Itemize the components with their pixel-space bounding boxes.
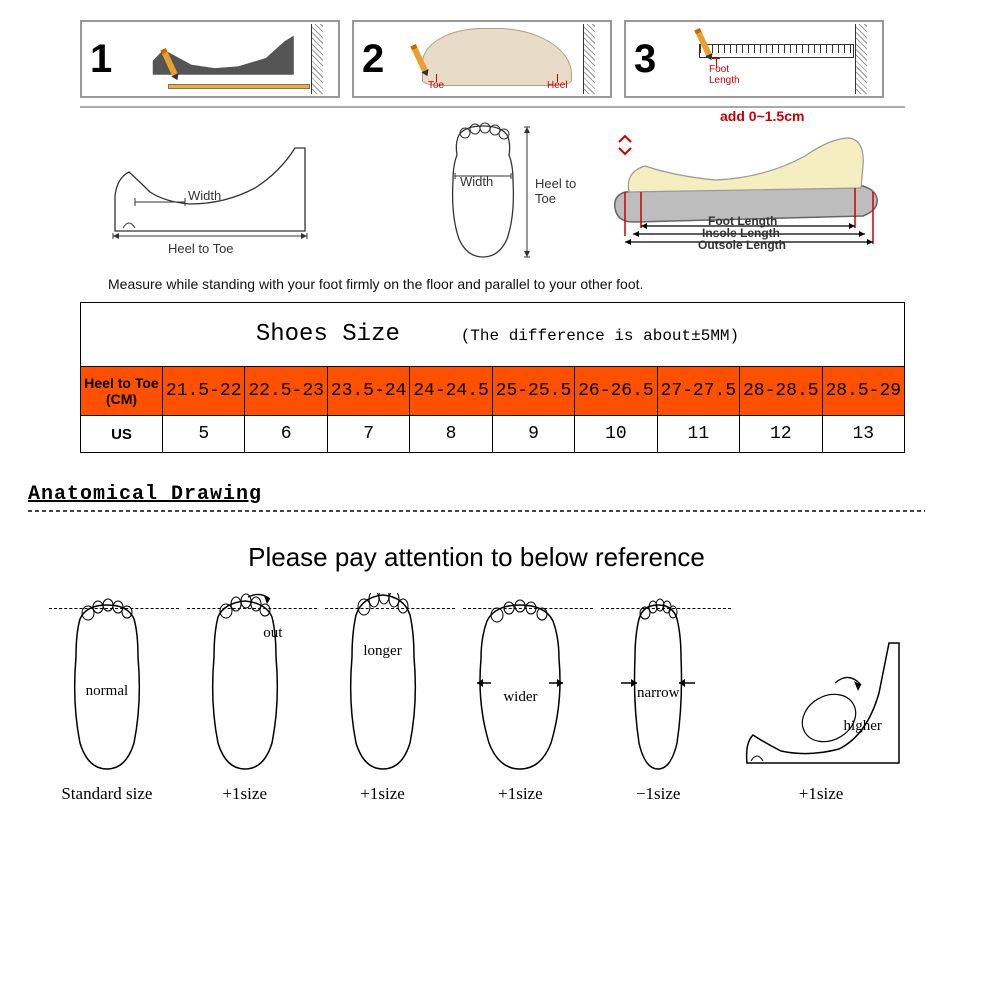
us-cell: 7 xyxy=(327,416,409,453)
add-length-label: add 0~1.5cm xyxy=(720,108,804,124)
wall-icon xyxy=(583,24,595,94)
row-header-cm: Heel to Toe (CM) xyxy=(81,367,163,416)
measure-note: Measure while standing with your foot fi… xyxy=(108,276,905,292)
step-row: 1 2 Toe Heel 3 xyxy=(80,20,905,98)
shoe-diagram: add 0~1.5cm xyxy=(600,116,900,266)
foot-col-out: out +1size xyxy=(177,593,312,804)
ruler-icon xyxy=(699,44,854,58)
foot-label: out xyxy=(263,625,282,642)
foot-outline-icon xyxy=(328,593,438,778)
cm-cell: 24-24.5 xyxy=(410,367,492,416)
mid-diagram-row: Width Heel to Toe xyxy=(80,106,905,270)
foot-label: longer xyxy=(363,643,401,660)
step-2-illus: Toe Heel xyxy=(392,22,610,96)
foot-caption: +1size xyxy=(498,784,543,804)
cm-cell: 27-27.5 xyxy=(657,367,739,416)
step-3-box: 3 Foot Length xyxy=(624,20,884,98)
foot-grid: normal Standard size out +1size xyxy=(28,593,925,804)
foot-col-higher: higher +1size xyxy=(729,623,914,804)
wall-icon xyxy=(311,24,323,94)
foot-label: narrow xyxy=(637,685,679,702)
step-3-num: 3 xyxy=(634,37,664,82)
foot-side-diagram: Width Heel to Toe xyxy=(80,116,360,266)
table-title-cell: Shoes Size (The difference is about±5MM) xyxy=(81,303,905,367)
table-cm-row: Heel to Toe (CM) 21.5-22 22.5-23 23.5-24… xyxy=(81,367,905,416)
step-2-box: 2 Toe Heel xyxy=(352,20,612,98)
foot-outline-icon xyxy=(190,593,300,778)
table-title: Shoes Size xyxy=(246,311,410,358)
row-header-us: US xyxy=(81,416,163,453)
cm-cell: 22.5-23 xyxy=(245,367,327,416)
anatomical-title: Anatomical Drawing xyxy=(28,483,925,506)
foot-top-icon xyxy=(422,28,572,86)
cm-cell: 28.5-29 xyxy=(822,367,905,416)
foot-caption: +1size xyxy=(799,784,844,804)
cm-cell: 28-28.5 xyxy=(740,367,822,416)
foot-side-icon xyxy=(739,623,904,778)
heel-to-toe-label: Heel to Toe xyxy=(168,241,234,256)
step-1-illus xyxy=(120,22,338,96)
us-cell: 11 xyxy=(657,416,739,453)
us-cell: 10 xyxy=(575,416,657,453)
us-cell: 12 xyxy=(740,416,822,453)
foot-label: normal xyxy=(86,683,129,700)
table-us-row: US 5 6 7 8 9 10 11 12 13 xyxy=(81,416,905,453)
foot-caption: +1size xyxy=(222,784,267,804)
decorative-hr xyxy=(28,510,925,512)
foot-caption: −1size xyxy=(636,784,681,804)
table-title-row: Shoes Size (The difference is about±5MM) xyxy=(81,303,905,367)
us-cell: 8 xyxy=(410,416,492,453)
outsole-length-label: Outsole Length xyxy=(698,238,786,252)
foot-label: higher xyxy=(844,718,882,735)
foot-col-longer: longer +1size xyxy=(315,593,450,804)
step-1-num: 1 xyxy=(90,37,120,82)
foot-label: wider xyxy=(503,689,537,706)
width-label: Width xyxy=(460,174,493,189)
table-subtitle: (The difference is about±5MM) xyxy=(461,327,739,345)
foot-col-wider: wider +1size xyxy=(453,593,588,804)
foot-col-normal: normal Standard size xyxy=(39,593,174,804)
top-section: 1 2 Toe Heel 3 xyxy=(0,0,985,453)
foot-caption: Standard size xyxy=(61,784,152,804)
cm-cell: 23.5-24 xyxy=(327,367,409,416)
step-1-box: 1 xyxy=(80,20,340,98)
step-2-num: 2 xyxy=(362,37,392,82)
us-cell: 6 xyxy=(245,416,327,453)
shoe-size-table: Shoes Size (The difference is about±5MM)… xyxy=(80,302,905,453)
step-3-illus: Foot Length xyxy=(664,22,882,96)
cm-cell: 26-26.5 xyxy=(575,367,657,416)
width-label: Width xyxy=(188,188,221,203)
wall-icon xyxy=(855,24,867,94)
anatomical-section: Anatomical Drawing Please pay attention … xyxy=(0,453,985,804)
cm-cell: 21.5-22 xyxy=(163,367,245,416)
foot-top-diagram: Width Heel to Toe xyxy=(380,116,580,266)
us-cell: 13 xyxy=(822,416,905,453)
foot-length-label: Foot Length xyxy=(709,64,740,86)
cm-cell: 25-25.5 xyxy=(492,367,574,416)
us-cell: 9 xyxy=(492,416,574,453)
us-cell: 5 xyxy=(163,416,245,453)
heel-to-toe-label: Heel to Toe xyxy=(535,176,580,206)
foot-col-narrow: narrow −1size xyxy=(591,593,726,804)
foot-outline-icon xyxy=(465,593,575,778)
reference-title: Please pay attention to below reference xyxy=(28,542,925,573)
foot-caption: +1size xyxy=(360,784,405,804)
